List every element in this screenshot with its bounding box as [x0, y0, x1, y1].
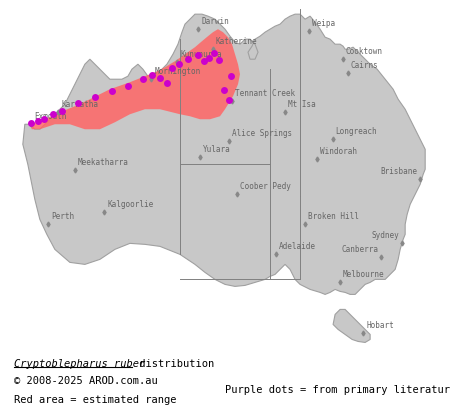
- Text: Mornington: Mornington: [154, 67, 201, 76]
- Text: Cryptoblepharus ruber: Cryptoblepharus ruber: [14, 359, 145, 369]
- Text: Cairns: Cairns: [351, 61, 378, 71]
- Text: Brisbane: Brisbane: [380, 167, 418, 176]
- Text: Meekatharra: Meekatharra: [78, 158, 129, 167]
- Text: Longreach: Longreach: [336, 127, 377, 136]
- Text: Weipa: Weipa: [312, 19, 335, 28]
- Text: Katherine: Katherine: [216, 37, 257, 46]
- Text: Cooktown: Cooktown: [346, 47, 382, 56]
- Text: Purple dots = from primary literature: Purple dots = from primary literature: [225, 386, 450, 395]
- Text: Sydney: Sydney: [372, 231, 399, 240]
- Text: Yulara: Yulara: [203, 145, 231, 154]
- Text: Darwin: Darwin: [202, 17, 229, 26]
- Polygon shape: [30, 29, 240, 129]
- Text: Melbourne: Melbourne: [343, 271, 384, 279]
- Polygon shape: [23, 14, 425, 294]
- Text: Coober Pedy: Coober Pedy: [240, 183, 291, 191]
- Text: Perth: Perth: [51, 212, 75, 221]
- Text: Broken Hill: Broken Hill: [308, 212, 359, 221]
- Text: Adelaide: Adelaide: [279, 242, 316, 251]
- Text: Mt Isa: Mt Isa: [288, 100, 316, 109]
- Text: Exmouth: Exmouth: [34, 112, 67, 120]
- Text: Hobart: Hobart: [366, 321, 394, 330]
- Text: Kalgoorlie: Kalgoorlie: [108, 200, 153, 209]
- Polygon shape: [333, 310, 370, 342]
- Text: distribution: distribution: [133, 359, 214, 369]
- Text: © 2008-2025 AROD.com.au: © 2008-2025 AROD.com.au: [14, 376, 157, 386]
- Text: Canberra: Canberra: [342, 245, 378, 254]
- Text: Karratha: Karratha: [61, 100, 99, 109]
- Text: Windorah: Windorah: [320, 146, 357, 156]
- Text: Alice Springs: Alice Springs: [232, 129, 292, 138]
- Text: Tennant Creek: Tennant Creek: [235, 89, 295, 98]
- Text: Kununurra: Kununurra: [180, 50, 222, 59]
- Text: Red area = estimated range: Red area = estimated range: [14, 395, 176, 405]
